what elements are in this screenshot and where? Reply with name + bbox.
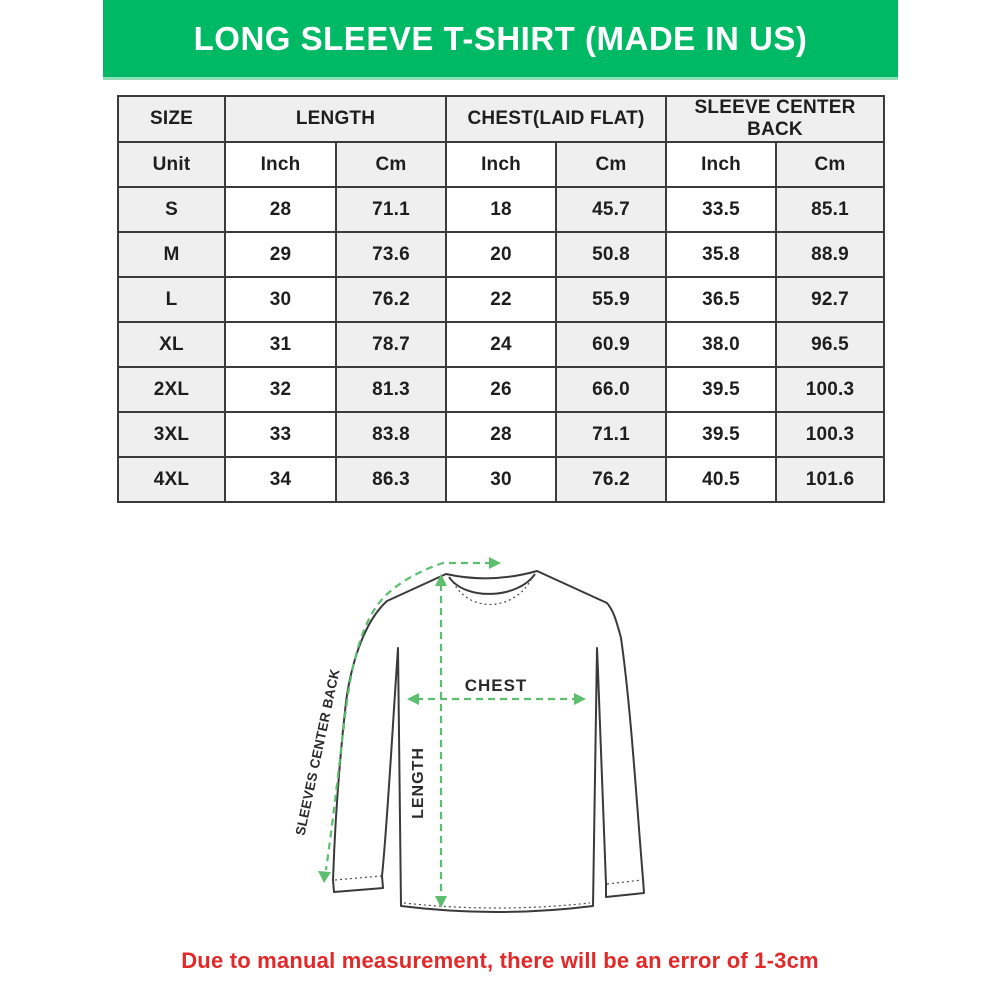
value-cell: 32 bbox=[224, 366, 337, 413]
value-cell: 40.5 bbox=[665, 456, 778, 503]
sleeve-center-back-arrow bbox=[318, 557, 501, 883]
size-cell: 4XL bbox=[117, 456, 226, 503]
size-cell: 2XL bbox=[117, 366, 226, 413]
value-cell: 71.1 bbox=[554, 411, 668, 458]
length-label: LENGTH bbox=[410, 747, 427, 819]
size-table: SIZE LENGTH CHEST(LAID FLAT) SLEEVE CENT… bbox=[117, 95, 886, 503]
size-cell: L bbox=[117, 276, 226, 323]
value-cell: 28 bbox=[224, 186, 337, 233]
table-row-size-xl: XL 31 78.7 24 60.9 38.0 96.5 bbox=[117, 321, 886, 368]
unit-cell: Inch bbox=[665, 141, 778, 188]
right-cuff-stitch-line bbox=[606, 879, 643, 885]
unit-cell: Cm bbox=[554, 141, 668, 188]
value-cell: 18 bbox=[445, 186, 557, 233]
value-cell: 39.5 bbox=[665, 366, 778, 413]
shirt-outline bbox=[332, 570, 645, 913]
unit-cell: Cm bbox=[335, 141, 447, 188]
value-cell: 34 bbox=[224, 456, 337, 503]
table-row-size-l: L 30 76.2 22 55.9 36.5 92.7 bbox=[117, 276, 886, 323]
value-cell: 28 bbox=[445, 411, 557, 458]
unit-cell: Inch bbox=[445, 141, 557, 188]
size-cell: S bbox=[117, 186, 226, 233]
size-cell: XL bbox=[117, 321, 226, 368]
value-cell: 33.5 bbox=[665, 186, 778, 233]
tshirt-diagram: CHEST LENGTH SLEEVES CENTER BACK bbox=[293, 557, 645, 913]
value-cell: 31 bbox=[224, 321, 337, 368]
value-cell: 81.3 bbox=[335, 366, 447, 413]
length-arrow bbox=[435, 574, 447, 908]
value-cell: 92.7 bbox=[775, 276, 886, 323]
value-cell: 88.9 bbox=[775, 231, 886, 278]
title-banner: LONG SLEEVE T-SHIRT (MADE IN US) bbox=[103, 0, 898, 80]
table-row-groups: SIZE LENGTH CHEST(LAID FLAT) SLEEVE CENT… bbox=[117, 95, 886, 143]
col-header-sleeve: SLEEVE CENTER BACK bbox=[665, 95, 886, 143]
size-cell: M bbox=[117, 231, 226, 278]
value-cell: 73.6 bbox=[335, 231, 447, 278]
value-cell: 20 bbox=[445, 231, 557, 278]
table-row-size-3xl: 3XL 33 83.8 28 71.1 39.5 100.3 bbox=[117, 411, 886, 458]
unit-cell: Unit bbox=[117, 141, 226, 188]
value-cell: 76.2 bbox=[335, 276, 447, 323]
value-cell: 24 bbox=[445, 321, 557, 368]
collar-stitch-line bbox=[452, 577, 533, 606]
col-header-size: SIZE bbox=[117, 95, 226, 143]
value-cell: 39.5 bbox=[665, 411, 778, 458]
value-cell: 38.0 bbox=[665, 321, 778, 368]
value-cell: 36.5 bbox=[665, 276, 778, 323]
value-cell: 29 bbox=[224, 231, 337, 278]
value-cell: 50.8 bbox=[554, 231, 668, 278]
unit-cell: Inch bbox=[224, 141, 337, 188]
collar-line bbox=[448, 573, 536, 595]
value-cell: 30 bbox=[445, 456, 557, 503]
value-cell: 30 bbox=[224, 276, 337, 323]
table-row-size-4xl: 4XL 34 86.3 30 76.2 40.5 101.6 bbox=[117, 456, 886, 503]
value-cell: 66.0 bbox=[554, 366, 668, 413]
col-header-length: LENGTH bbox=[224, 95, 447, 143]
value-cell: 45.7 bbox=[554, 186, 668, 233]
value-cell: 100.3 bbox=[775, 366, 886, 413]
sleeves-center-back-label: SLEEVES CENTER BACK bbox=[293, 667, 343, 836]
value-cell: 101.6 bbox=[775, 456, 886, 503]
col-header-chest: CHEST(LAID FLAT) bbox=[444, 95, 668, 143]
value-cell: 55.9 bbox=[554, 276, 668, 323]
value-cell: 60.9 bbox=[554, 321, 668, 368]
value-cell: 78.7 bbox=[335, 321, 447, 368]
table-row-size-s: S 28 71.1 18 45.7 33.5 85.1 bbox=[117, 186, 886, 233]
table-row-units: Unit Inch Cm Inch Cm Inch Cm bbox=[117, 141, 886, 188]
size-cell: 3XL bbox=[117, 411, 226, 458]
value-cell: 76.2 bbox=[554, 456, 668, 503]
value-cell: 100.3 bbox=[775, 411, 886, 458]
value-cell: 85.1 bbox=[775, 186, 886, 233]
value-cell: 26 bbox=[445, 366, 557, 413]
value-cell: 35.8 bbox=[665, 231, 778, 278]
value-cell: 33 bbox=[224, 411, 337, 458]
chest-label: CHEST bbox=[465, 676, 528, 695]
value-cell: 83.8 bbox=[335, 411, 447, 458]
value-cell: 96.5 bbox=[775, 321, 886, 368]
chest-arrow bbox=[407, 693, 586, 705]
unit-cell: Cm bbox=[775, 141, 886, 188]
value-cell: 71.1 bbox=[335, 186, 447, 233]
page-title: LONG SLEEVE T-SHIRT (MADE IN US) bbox=[193, 19, 808, 57]
table-row-size-m: M 29 73.6 20 50.8 35.8 88.9 bbox=[117, 231, 886, 278]
value-cell: 86.3 bbox=[335, 456, 447, 503]
table-row-size-2xl: 2XL 32 81.3 26 66.0 39.5 100.3 bbox=[117, 366, 886, 413]
measurement-disclaimer: Due to manual measurement, there will be… bbox=[181, 948, 819, 973]
value-cell: 22 bbox=[445, 276, 557, 323]
